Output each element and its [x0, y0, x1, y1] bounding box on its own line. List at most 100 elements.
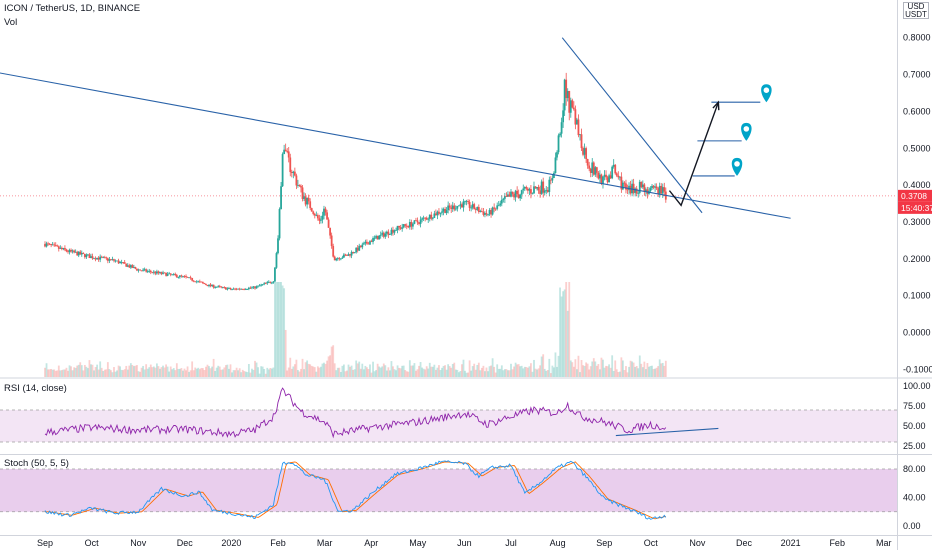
- candle-body: [313, 213, 316, 216]
- candle-body: [407, 226, 410, 228]
- price-tick-label: 0.6000: [903, 106, 931, 116]
- candle-body: [493, 207, 496, 209]
- volume-bar: [139, 371, 141, 377]
- candle-body: [421, 218, 423, 220]
- volume-bar: [638, 355, 641, 377]
- volume-bar: [200, 367, 203, 377]
- time-tick-label: Oct: [644, 538, 659, 548]
- volume-bar: [97, 369, 100, 377]
- candle-body: [511, 191, 514, 195]
- candle-body: [352, 251, 355, 253]
- candle-body: [171, 274, 174, 276]
- volume-bar: [274, 282, 276, 377]
- candle-body: [430, 214, 433, 219]
- volume-bar: [586, 363, 589, 377]
- candle-body: [312, 211, 315, 214]
- candle-body: [254, 286, 256, 289]
- volume-bar: [146, 368, 149, 377]
- candle-body: [123, 262, 126, 264]
- candle-body: [258, 285, 261, 287]
- volume-bar: [208, 366, 210, 377]
- volume-bar: [228, 368, 230, 377]
- volume-bar: [160, 367, 163, 377]
- candle-body: [592, 162, 595, 175]
- stoch-tick-label: 0.00: [903, 521, 921, 531]
- candle-body: [113, 259, 115, 261]
- candle-body: [657, 188, 660, 194]
- volume-bar: [54, 370, 57, 377]
- volume-bar: [595, 365, 598, 377]
- volume-bar: [252, 369, 255, 377]
- volume-bar: [220, 369, 223, 377]
- volume-bar: [312, 366, 315, 377]
- candle-body: [454, 208, 457, 210]
- candle-body: [654, 186, 656, 188]
- candle-body: [579, 134, 581, 136]
- volume-bar: [103, 369, 106, 377]
- candle-body: [215, 286, 218, 288]
- candle-body: [612, 164, 615, 167]
- volume-bar: [309, 364, 312, 377]
- volume-bar: [180, 368, 183, 377]
- time-tick-label: Feb: [829, 538, 845, 548]
- time-tick-label: Mar: [317, 538, 333, 548]
- candle-body: [304, 196, 307, 205]
- candle-body: [91, 256, 94, 259]
- volume-bar: [606, 366, 609, 377]
- candle-body: [85, 254, 88, 258]
- candle-body: [83, 253, 86, 258]
- candle-body: [637, 192, 640, 194]
- rsi-tick-label: 25.00: [903, 441, 926, 451]
- candle-body: [376, 235, 379, 240]
- volume-bar: [272, 367, 275, 377]
- volume-bar: [64, 369, 66, 377]
- volume-bar: [496, 364, 499, 377]
- volume-bar: [577, 355, 580, 377]
- volume-bar: [290, 368, 293, 377]
- volume-bar: [419, 362, 422, 377]
- volume-bar: [556, 366, 558, 377]
- candle-body: [546, 189, 549, 192]
- candle-body: [347, 254, 350, 256]
- volume-bar: [57, 365, 60, 377]
- volume-bar: [330, 346, 333, 377]
- volume-bar: [603, 367, 606, 377]
- candle-body: [585, 148, 588, 159]
- volume-bar: [411, 365, 414, 377]
- currency-selector[interactable]: USD USDT: [903, 2, 929, 19]
- candle-body: [640, 181, 643, 188]
- candle-body: [140, 270, 143, 272]
- candle-body: [105, 257, 108, 259]
- time-tick-label: Dec: [736, 538, 753, 548]
- candle-body: [336, 258, 339, 260]
- volume-bar: [428, 362, 431, 377]
- candle-body: [565, 79, 568, 99]
- candle-body: [614, 164, 617, 174]
- candle-body: [79, 251, 82, 255]
- volume-bar: [278, 282, 281, 377]
- volume-bar: [422, 368, 425, 377]
- stoch-title: Stoch (50, 5, 5): [4, 458, 69, 469]
- volume-bar: [635, 366, 638, 377]
- volume-bar: [373, 371, 376, 377]
- candle-body: [129, 265, 132, 268]
- marker-pin-icon: [731, 157, 743, 176]
- volume-bar: [539, 365, 542, 377]
- volume-bar: [643, 361, 646, 377]
- volume-bar: [188, 371, 190, 377]
- marker-pin-icon: [741, 122, 752, 141]
- rsi-tick-label: 50.00: [903, 421, 926, 431]
- candle-body: [379, 234, 382, 236]
- volume-bar: [528, 366, 531, 377]
- volume-bar: [534, 368, 537, 377]
- candle-body: [526, 188, 529, 191]
- candle-body: [156, 271, 158, 274]
- candle-body: [166, 273, 169, 276]
- candle-body: [346, 254, 348, 256]
- volume-bar: [60, 370, 63, 377]
- time-tick-label: Sep: [596, 538, 612, 548]
- volume-bar: [76, 365, 79, 377]
- volume-bar: [557, 355, 560, 377]
- candle-body: [542, 181, 545, 193]
